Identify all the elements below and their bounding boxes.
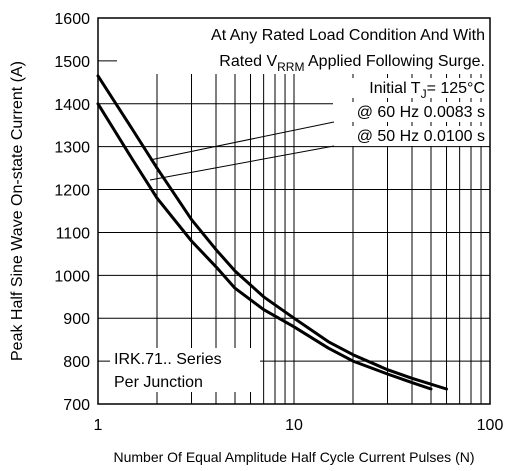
series-label-junction: Per Junction (114, 374, 203, 391)
annotation-line-1: At Any Rated Load Condition And With (211, 27, 485, 44)
annotation-mask (117, 18, 491, 74)
x-tick-label: 10 (285, 417, 303, 434)
annotation-mask (333, 126, 491, 146)
y-tick-label: 1300 (54, 140, 90, 157)
leader-line-60hz (149, 121, 335, 161)
y-tick-label: 800 (63, 354, 90, 371)
y-tick-label: 1000 (54, 268, 90, 285)
x-axis-ticks: 1 10 100 (94, 417, 504, 434)
grid (98, 18, 490, 404)
annotation-mask (333, 78, 491, 98)
curves (96, 74, 448, 391)
series-line-60hz (96, 74, 448, 391)
x-tick-label: 1 (94, 417, 103, 434)
y-tick-label: 1500 (54, 54, 90, 71)
leader-line-50hz (149, 145, 335, 181)
series-legend-60hz: @ 60 Hz 0.0083 s (357, 104, 485, 121)
series-label-mask (110, 348, 260, 392)
series-line-50hz (96, 102, 433, 391)
y-tick-label: 700 (63, 397, 90, 414)
annotation-line-3: Initial TJ= 125°C (369, 80, 485, 101)
annotations: At Any Rated Load Condition And With Rat… (110, 18, 491, 392)
y-tick-label: 1400 (54, 97, 90, 114)
series-legend-50hz: @ 50 Hz 0.0100 s (357, 128, 485, 145)
annotation-mask (333, 102, 491, 122)
y-axis-ticks: 700 800 900 1000 1100 1200 1300 1400 1500 1600 (54, 11, 90, 414)
y-axis-title: Peak Half Sine Wave On-state Current (A) (9, 61, 26, 361)
x-tick-label: 100 (477, 417, 504, 434)
series-label-name: IRK.71.. Series (114, 351, 222, 368)
y-tick-label: 1100 (56, 225, 91, 242)
y-tick-label: 1200 (54, 183, 90, 200)
annotation-line-2: Rated VRRM Applied Following Surge. (219, 53, 485, 74)
y-tick-label: 900 (63, 311, 90, 328)
y-tick-label: 1600 (54, 11, 90, 28)
x-axis-title: Number Of Equal Amplitude Half Cycle Cur… (113, 449, 474, 465)
plot-frame (97, 17, 491, 405)
